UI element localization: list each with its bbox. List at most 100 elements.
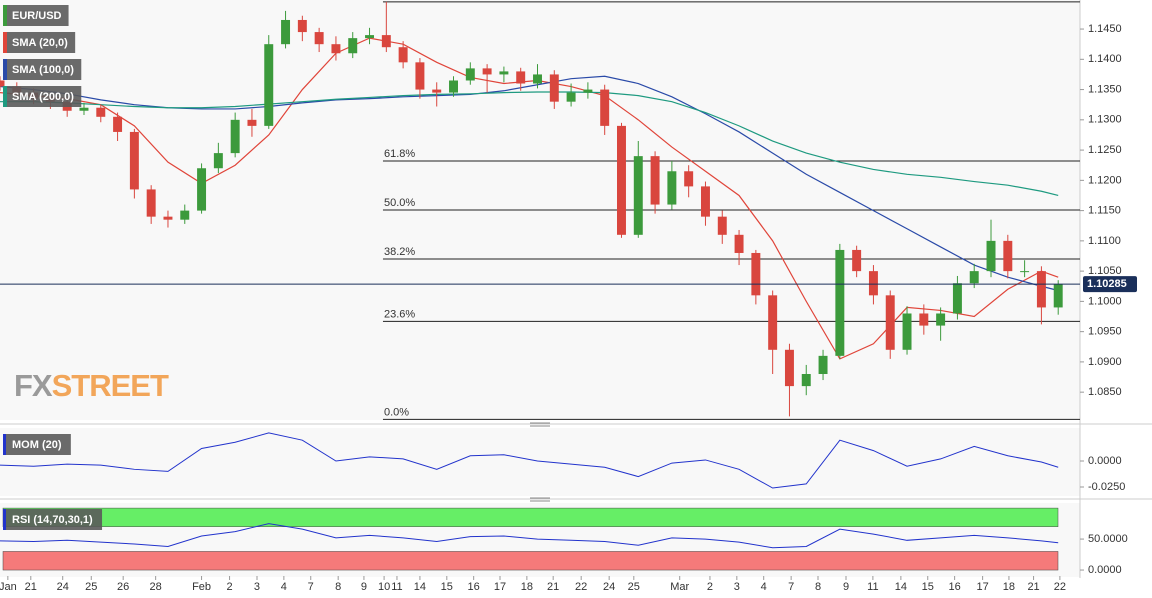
legend-item: SMA (200,0) <box>3 86 82 107</box>
x-tick-label: 21 <box>547 581 559 593</box>
candle-body <box>163 216 173 220</box>
x-tick-label: 2 <box>226 581 232 593</box>
candle-body <box>600 89 610 126</box>
x-tick-label: 22 <box>575 581 587 593</box>
x-tick-label: 21 <box>1027 581 1039 593</box>
candle-body <box>465 68 475 81</box>
legend-swatch <box>3 32 7 53</box>
x-tick-label: 3 <box>734 581 740 593</box>
x-tick-label: 7 <box>788 581 794 593</box>
candle-body <box>700 186 710 217</box>
legend-box <box>3 86 82 107</box>
y-tick-label: 1.1350 <box>1088 83 1122 95</box>
indicator-line <box>0 432 1059 489</box>
legend-box <box>3 59 82 80</box>
y-tick-label: 1.1300 <box>1088 114 1122 126</box>
legend-item: SMA (100,0) <box>3 59 82 80</box>
current-price-box <box>1083 276 1137 293</box>
candle-body <box>549 74 559 102</box>
x-tick-label: 21 <box>25 581 37 593</box>
indicator-label: MOM (20) <box>3 434 71 455</box>
candle-body <box>566 92 576 102</box>
y-tick-label: 1.1400 <box>1088 53 1122 65</box>
x-tick-label: 8 <box>815 581 821 593</box>
candle-body <box>936 313 946 326</box>
x-tick-label: 4 <box>761 581 767 593</box>
candle-body <box>499 71 509 75</box>
candle-body <box>717 216 727 235</box>
x-tick-label: 17 <box>976 581 988 593</box>
candle-body <box>516 71 526 84</box>
candle-body <box>129 131 139 190</box>
candle-body <box>885 295 895 350</box>
legend-swatch <box>3 59 7 80</box>
candle-body <box>247 119 257 126</box>
candle-body <box>398 47 408 63</box>
legend-label: EUR/USD <box>12 10 62 22</box>
legend-box <box>3 509 103 530</box>
y-tick-label: 1.1250 <box>1088 144 1122 156</box>
y-tick-label: 1.1000 <box>1088 295 1122 307</box>
candle-body <box>197 168 207 211</box>
candle-body <box>0 80 5 87</box>
y-tick-label: 1.0950 <box>1088 326 1122 338</box>
legend-label: SMA (100,0) <box>12 64 74 76</box>
x-tick-label: 2 <box>707 581 713 593</box>
legend-box <box>3 434 71 455</box>
y-tick-label: 1.1150 <box>1088 205 1121 217</box>
x-tick-label: 16 <box>468 581 480 593</box>
candle-body <box>348 38 358 54</box>
fib-label: 23.6% <box>384 308 415 320</box>
candle-body <box>919 313 929 326</box>
y-tick-label: 1.0900 <box>1088 356 1122 368</box>
legend-swatch <box>3 5 7 26</box>
candle-body <box>633 156 643 235</box>
y-tick-label: 1.1100 <box>1088 235 1121 247</box>
candle-body <box>952 283 962 314</box>
x-tick-label: 24 <box>57 581 69 593</box>
y-tick-label: 1.1050 <box>1088 265 1122 277</box>
x-tick-label: 24 <box>603 581 615 593</box>
watermark-fx: FX <box>14 368 53 403</box>
watermark-street: STREET <box>52 368 169 403</box>
legend-item: EUR/USD <box>3 5 69 26</box>
x-tick-label: 28 <box>150 581 162 593</box>
legend-label: SMA (200,0) <box>12 91 74 103</box>
legend-label: SMA (20,0) <box>12 37 68 49</box>
sma-line <box>0 91 1059 197</box>
legend-box <box>3 5 69 26</box>
candle-body <box>264 44 274 126</box>
legend-label: MOM (20) <box>12 439 62 451</box>
candle-body <box>801 374 811 387</box>
candle-body <box>1053 284 1063 308</box>
y-tick-label: 1.1450 <box>1088 23 1122 35</box>
x-tick-label: 25 <box>628 581 640 593</box>
x-tick-label: 25 <box>85 581 97 593</box>
current-price-label: 1.10285 <box>1087 278 1127 290</box>
candle-body <box>734 234 744 253</box>
legend-swatch <box>3 509 6 530</box>
candle-body <box>768 295 778 350</box>
x-tick-label: 18 <box>521 581 533 593</box>
candle-body <box>381 35 391 48</box>
y-tick-label: 1.0850 <box>1088 386 1122 398</box>
candle-body <box>969 271 979 284</box>
watermark: FXSTREET <box>14 368 169 403</box>
candle-body <box>432 89 442 93</box>
x-tick-label: 4 <box>281 581 287 593</box>
y-tick-label: 0.0000 <box>1088 564 1122 576</box>
candle-body <box>902 313 912 350</box>
legend-swatch <box>3 86 7 107</box>
x-tick-label: 9 <box>361 581 367 593</box>
candle-body <box>852 249 862 272</box>
x-tick-label: 16 <box>948 581 960 593</box>
x-tick-label: 15 <box>922 581 934 593</box>
candle-body <box>449 80 458 93</box>
x-tick-label: 7 <box>308 581 314 593</box>
y-tick-label: 50.0000 <box>1088 533 1128 545</box>
x-tick-label: Feb <box>192 581 211 593</box>
candle-body <box>415 62 425 90</box>
candle-body <box>751 252 761 296</box>
fib-label: 61.8% <box>384 148 415 160</box>
